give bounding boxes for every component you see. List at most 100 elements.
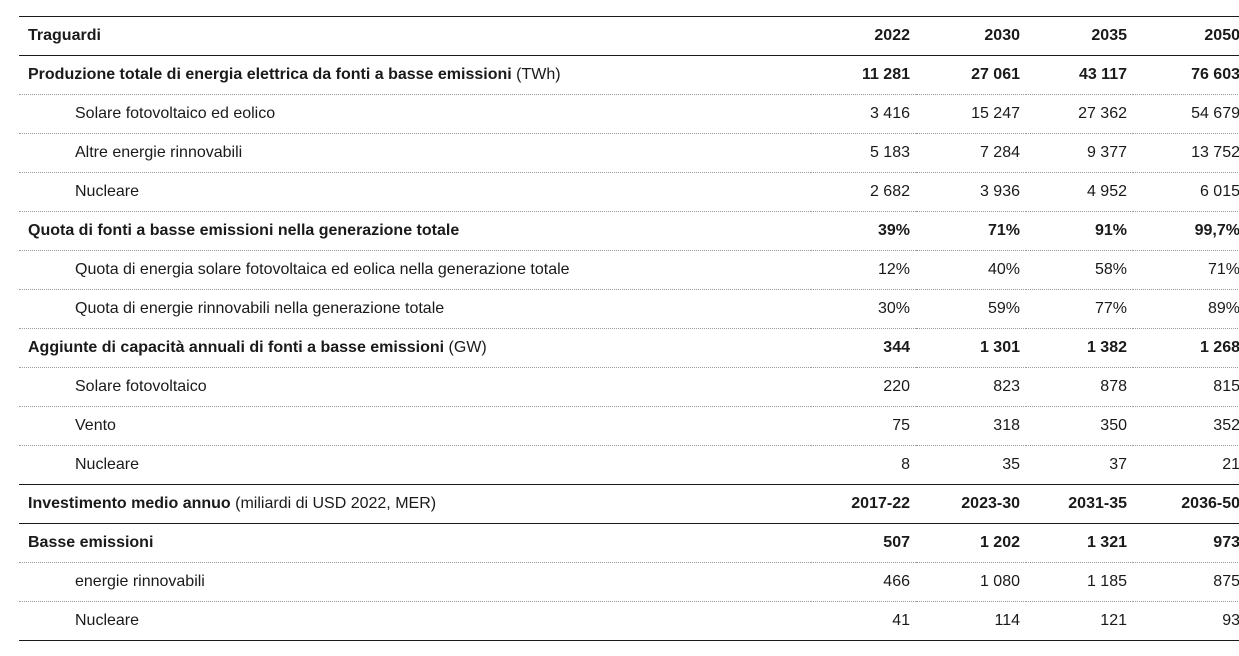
row-label: Basse emissioni: [19, 523, 811, 563]
cell-value: 220: [811, 367, 916, 407]
table-row: Solare fotovoltaico 220 823 878 815: [19, 367, 1239, 407]
row-label: Nucleare: [19, 601, 811, 641]
row-unit: (GW): [448, 339, 487, 356]
cell-value: 1 301: [916, 328, 1026, 368]
table-row: Quota di energia solare fotovoltaica ed …: [19, 250, 1239, 290]
cell-value: 2 682: [811, 172, 916, 212]
row-label: Investimento medio annuo (miliardi di US…: [19, 484, 811, 524]
cell-value: 466: [811, 562, 916, 602]
cell-value: 99,7%: [1133, 211, 1239, 251]
cell-value: 30%: [811, 289, 916, 329]
header-year-2030: 2030: [916, 16, 1026, 56]
cell-value: 37: [1026, 445, 1133, 485]
row-label-text: Investimento medio annuo: [28, 495, 231, 512]
table-row: Produzione totale di energia elettrica d…: [19, 55, 1239, 95]
cell-value: 21: [1133, 445, 1239, 485]
cell-value: 878: [1026, 367, 1133, 407]
cell-value: 13 752: [1133, 133, 1239, 173]
cell-value: 71%: [1133, 250, 1239, 290]
cell-value: 35: [916, 445, 1026, 485]
cell-value: 7 284: [916, 133, 1026, 173]
cell-value: 58%: [1026, 250, 1133, 290]
header-row: Traguardi 2022 2030 2035 2050: [19, 16, 1239, 56]
cell-value: 352: [1133, 406, 1239, 446]
milestones-table: Traguardi 2022 2030 2035 2050 Produzione…: [19, 16, 1239, 641]
table-row: Aggiunte di capacità annuali di fonti a …: [19, 328, 1239, 368]
period-header: 2017-22: [811, 484, 916, 524]
row-label: Nucleare: [19, 445, 811, 485]
cell-value: 815: [1133, 367, 1239, 407]
row-unit: (TWh): [516, 66, 561, 83]
investment-header-row: Investimento medio annuo (miliardi di US…: [19, 484, 1239, 524]
row-label: Nucleare: [19, 172, 811, 212]
period-header: 2031-35: [1026, 484, 1133, 524]
cell-value: 43 117: [1026, 55, 1133, 95]
cell-value: 27 061: [916, 55, 1026, 95]
cell-value: 973: [1133, 523, 1239, 563]
table-row: Quota di energie rinnovabili nella gener…: [19, 289, 1239, 329]
table-row: Nucleare 8 35 37 21: [19, 445, 1239, 485]
row-label: Solare fotovoltaico: [19, 367, 811, 407]
cell-value: 1 185: [1026, 562, 1133, 602]
cell-value: 8: [811, 445, 916, 485]
table-row: Vento 75 318 350 352: [19, 406, 1239, 446]
cell-value: 507: [811, 523, 916, 563]
row-label: Vento: [19, 406, 811, 446]
cell-value: 93: [1133, 601, 1239, 641]
cell-value: 76 603: [1133, 55, 1239, 95]
cell-value: 3 936: [916, 172, 1026, 212]
period-header: 2036-50: [1133, 484, 1239, 524]
row-label: energie rinnovabili: [19, 562, 811, 602]
cell-value: 77%: [1026, 289, 1133, 329]
row-label: Quota di fonti a basse emissioni nella g…: [19, 211, 811, 251]
cell-value: 1 080: [916, 562, 1026, 602]
table-row: Altre energie rinnovabili 5 183 7 284 9 …: [19, 133, 1239, 173]
cell-value: 318: [916, 406, 1026, 446]
cell-value: 59%: [916, 289, 1026, 329]
cell-value: 89%: [1133, 289, 1239, 329]
row-label: Solare fotovoltaico ed eolico: [19, 94, 811, 134]
cell-value: 91%: [1026, 211, 1133, 251]
cell-value: 27 362: [1026, 94, 1133, 134]
cell-value: 40%: [916, 250, 1026, 290]
cell-value: 54 679: [1133, 94, 1239, 134]
cell-value: 5 183: [811, 133, 916, 173]
cell-value: 875: [1133, 562, 1239, 602]
cell-value: 350: [1026, 406, 1133, 446]
row-label-text: Produzione totale di energia elettrica d…: [28, 66, 512, 83]
period-header: 2023-30: [916, 484, 1026, 524]
cell-value: 71%: [916, 211, 1026, 251]
cell-value: 121: [1026, 601, 1133, 641]
cell-value: 41: [811, 601, 916, 641]
cell-value: 1 202: [916, 523, 1026, 563]
cell-value: 823: [916, 367, 1026, 407]
table-row: Nucleare 2 682 3 936 4 952 6 015: [19, 172, 1239, 212]
cell-value: 3 416: [811, 94, 916, 134]
cell-value: 1 268: [1133, 328, 1239, 368]
cell-value: 1 382: [1026, 328, 1133, 368]
table-row: Solare fotovoltaico ed eolico 3 416 15 2…: [19, 94, 1239, 134]
table-row: Quota di fonti a basse emissioni nella g…: [19, 211, 1239, 251]
row-label-text: Aggiunte di capacità annuali di fonti a …: [28, 339, 445, 356]
row-label: Aggiunte di capacità annuali di fonti a …: [19, 328, 811, 368]
cell-value: 1 321: [1026, 523, 1133, 563]
cell-value: 39%: [811, 211, 916, 251]
header-label: Traguardi: [19, 16, 811, 56]
row-label: Altre energie rinnovabili: [19, 133, 811, 173]
cell-value: 114: [916, 601, 1026, 641]
header-year-2035: 2035: [1026, 16, 1133, 56]
header-year-2050: 2050: [1133, 16, 1239, 56]
cell-value: 11 281: [811, 55, 916, 95]
row-label: Quota di energie rinnovabili nella gener…: [19, 289, 811, 329]
cell-value: 15 247: [916, 94, 1026, 134]
cell-value: 75: [811, 406, 916, 446]
row-unit: (miliardi di USD 2022, MER): [235, 495, 437, 512]
cell-value: 4 952: [1026, 172, 1133, 212]
row-label: Quota di energia solare fotovoltaica ed …: [19, 250, 811, 290]
table-row: Basse emissioni 507 1 202 1 321 973: [19, 523, 1239, 563]
row-label: Produzione totale di energia elettrica d…: [19, 55, 811, 95]
cell-value: 12%: [811, 250, 916, 290]
table-row: energie rinnovabili 466 1 080 1 185 875: [19, 562, 1239, 602]
cell-value: 6 015: [1133, 172, 1239, 212]
